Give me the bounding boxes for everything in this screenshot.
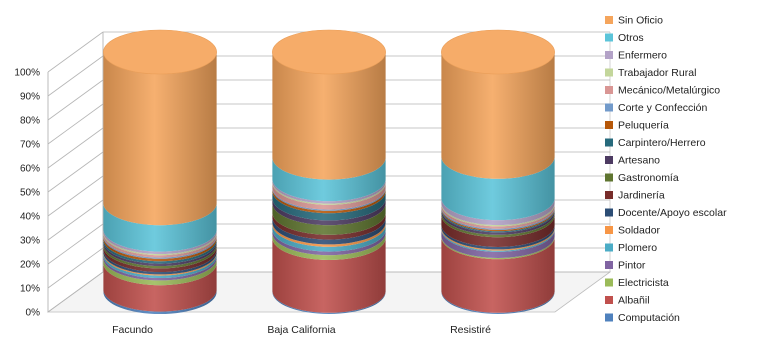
segment-Pintor [441, 229, 555, 258]
segment-Gastronomía [272, 203, 386, 235]
gridline-side [47, 103, 104, 145]
segment-Carpintero/Herrero [272, 191, 386, 221]
segment-Mecánico/Metalúrgico [272, 182, 386, 210]
legend-swatch [605, 226, 613, 234]
y-tick-label: 70% [20, 140, 40, 151]
legend-swatch [605, 138, 613, 147]
gridline-side [47, 79, 104, 121]
cylinder-1 [272, 29, 386, 314]
legend-swatch [605, 173, 613, 182]
legend-item-label: Trabajador Rural [618, 67, 696, 79]
segment-Sin Oficio [272, 52, 386, 180]
legend: Sin Oficio Otros Enfermero Trabajador Rural… [605, 15, 727, 324]
cylinder-2 [441, 29, 555, 314]
segment-Electricista [272, 233, 386, 260]
legend-item-label: Peluquería [618, 120, 669, 132]
legend-swatch [605, 51, 613, 59]
gridline-side [47, 55, 104, 97]
legend-item-label: Electricista [618, 277, 669, 289]
legend-item-label: Artesano [618, 155, 660, 167]
segment-Albañil [103, 263, 217, 312]
segment-Docente/Apoyo escolar [272, 217, 386, 245]
y-tick-label: 100% [14, 68, 40, 79]
cylinder-0 [103, 29, 217, 314]
legend-item-label: Corte y Confección [618, 102, 707, 114]
cylinder-bars [103, 29, 555, 314]
y-tick-label: 50% [20, 188, 40, 199]
segment-Otros [441, 156, 555, 221]
cylinder-top [441, 29, 555, 75]
legend-item-label: Otros [618, 32, 644, 44]
y-tick-label: 60% [20, 164, 40, 175]
legend-item-label: Mecánico/Metalúrgico [618, 85, 720, 97]
legend-swatch [605, 278, 613, 287]
x-category-label: Facundo [112, 324, 153, 336]
x-category-label: Resistiré [450, 324, 491, 336]
gridline-side [47, 127, 104, 169]
legend-swatch [605, 261, 613, 269]
legend-swatch [605, 156, 613, 164]
legend-item-label: Docente/Apoyo escolar [618, 207, 727, 219]
segment-Artesano [272, 198, 386, 226]
legend-swatch [605, 191, 613, 199]
segment-Jardinería [272, 212, 386, 240]
legend-swatch [605, 16, 613, 24]
cylinder-top [272, 29, 386, 75]
cylinder-top [103, 29, 217, 75]
segment-Plomero [272, 224, 386, 252]
gridline-side [47, 175, 104, 217]
legend-item-label: Gastronomía [618, 172, 679, 184]
segment-Sin Oficio [441, 52, 555, 179]
segment-Enfermero [441, 198, 555, 226]
y-tick-label: 20% [20, 260, 40, 271]
legend-swatch [605, 86, 613, 94]
legend-swatch [605, 68, 613, 77]
y-tick-label: 10% [20, 284, 40, 295]
legend-swatch [605, 121, 613, 129]
segment-Albañil [272, 238, 386, 313]
segment-Albañil [441, 237, 555, 313]
y-tick-label: 30% [20, 236, 40, 247]
legend-item-label: Plomero [618, 242, 657, 254]
segment-Sin Oficio [103, 52, 217, 226]
legend-swatch [605, 208, 613, 217]
legend-swatch [605, 243, 613, 252]
legend-item-label: Sin Oficio [618, 15, 663, 27]
y-tick-label: 80% [20, 116, 40, 127]
x-category-label: Baja California [267, 324, 335, 336]
legend-item-label: Jardinería [618, 190, 665, 202]
y-axis-ticks: 0% 10% 20% 30% 40% 50% 60% 70% 80% 90% 100% [14, 68, 40, 319]
segment-Electricista [103, 258, 217, 286]
legend-swatch [605, 313, 613, 322]
y-tick-label: 0% [26, 308, 41, 319]
segment-Otros [272, 157, 386, 202]
gridline-side [47, 223, 104, 265]
gridline-side [47, 151, 104, 193]
legend-item-label: Pintor [618, 260, 646, 272]
legend-item-label: Albañil [618, 295, 650, 307]
gridline-side [47, 31, 104, 73]
legend-swatch [605, 33, 613, 42]
gridline-side [47, 271, 104, 313]
segment-Jardinería [441, 215, 555, 247]
legend-swatch [605, 296, 613, 304]
legend-swatch [605, 103, 613, 112]
gridline-side [47, 199, 104, 241]
y-tick-label: 90% [20, 92, 40, 103]
y-tick-label: 40% [20, 212, 40, 223]
legend-item-label: Computación [618, 312, 680, 324]
x-axis-categories: Facundo Baja California Resistiré [112, 324, 491, 336]
legend-item-label: Carpintero/Herrero [618, 137, 706, 149]
segment-Pintor [272, 229, 386, 256]
legend-item-label: Soldador [618, 225, 661, 237]
gridline-side [47, 247, 104, 289]
segment-Jardinería [103, 246, 217, 272]
legend-item-label: Enfermero [618, 50, 667, 62]
segment-Otros [103, 203, 217, 252]
